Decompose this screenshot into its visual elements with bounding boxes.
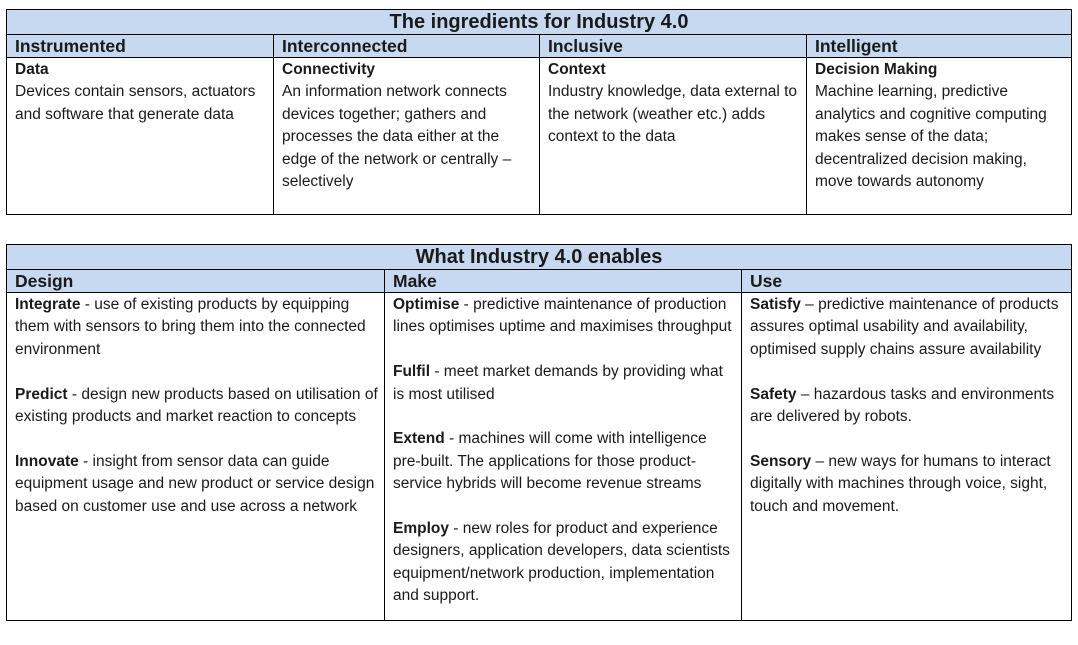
cell-inclusive: Context Industry knowledge, data externa…	[539, 57, 807, 215]
cell-intelligent: Decision Making Machine learning, predic…	[806, 57, 1072, 215]
list-item: Optimise - predictive maintenance of pro…	[393, 294, 735, 339]
desc-extend: - machines will come with intelligence p…	[393, 430, 707, 493]
ingredients-table: The ingredients for Industry 4.0 Instrum…	[6, 9, 1072, 215]
term-safety: Safety	[750, 385, 797, 403]
list-item: Extend - machines will come with intelli…	[393, 428, 735, 495]
term-satisfy: Satisfy	[750, 296, 801, 313]
cell-instrumented: Data Devices contain sensors, actuators …	[6, 57, 274, 215]
term-predict: Predict	[15, 385, 68, 403]
cell-interconnected: Connectivity An information network conn…	[273, 57, 540, 215]
cell-design: Integrate - use of existing products by …	[6, 292, 385, 621]
header-inclusive: Inclusive	[539, 34, 807, 58]
text-data: Devices contain sensors, actuators and s…	[15, 83, 256, 123]
desc-integrate: - use of existing products by equipping …	[15, 296, 366, 358]
desc-predict: - design new products based on utilisati…	[15, 385, 378, 426]
desc-satisfy: – predictive maintenance of products ass…	[750, 296, 1059, 358]
header-instrumented: Instrumented	[6, 34, 274, 58]
text-decision-making: Machine learning, predictive analytics a…	[815, 83, 1047, 191]
subheading-connectivity: Connectivity	[282, 61, 376, 78]
list-item: Sensory – new ways for humans to interac…	[750, 451, 1065, 518]
ingredients-title: The ingredients for Industry 4.0	[6, 9, 1072, 35]
enables-table: What Industry 4.0 enables Design Make Us…	[6, 244, 1072, 621]
header-interconnected: Interconnected	[273, 34, 540, 58]
list-item: Safety – hazardous tasks and environment…	[750, 384, 1065, 429]
desc-fulfil: - meet market demands by providing what …	[393, 363, 723, 403]
desc-sensory: – new ways for humans to interact digita…	[750, 452, 1051, 515]
list-item: Integrate - use of existing products by …	[15, 294, 378, 361]
header-intelligent: Intelligent	[806, 34, 1072, 58]
term-integrate: Integrate	[15, 296, 81, 313]
text-connectivity: An information network connects devices …	[282, 83, 512, 191]
desc-employ: - new roles for product and experience d…	[393, 520, 730, 605]
list-item: Predict - design new products based on u…	[15, 384, 378, 429]
term-optimise: Optimise	[393, 296, 460, 313]
desc-optimise: - predictive maintenance of production l…	[393, 296, 732, 336]
header-make: Make	[384, 269, 742, 293]
subheading-decision-making: Decision Making	[815, 61, 938, 78]
list-item: Innovate - insight from sensor data can …	[15, 451, 378, 518]
subheading-data: Data	[15, 61, 49, 78]
header-use: Use	[741, 269, 1072, 293]
term-extend: Extend	[393, 430, 445, 448]
text-context: Industry knowledge, data external to the…	[548, 83, 798, 146]
cell-make: Optimise - predictive maintenance of pro…	[384, 292, 742, 621]
term-fulfil: Fulfil	[393, 363, 431, 381]
list-item: Satisfy – predictive maintenance of prod…	[750, 294, 1065, 361]
term-employ: Employ	[393, 520, 449, 538]
term-sensory: Sensory	[750, 452, 812, 470]
term-innovate: Innovate	[15, 452, 79, 470]
enables-title: What Industry 4.0 enables	[6, 244, 1072, 270]
cell-use: Satisfy – predictive maintenance of prod…	[741, 292, 1072, 621]
subheading-context: Context	[548, 61, 606, 78]
list-item: Employ - new roles for product and exper…	[393, 518, 735, 608]
header-design: Design	[6, 269, 385, 293]
list-item: Fulfil - meet market demands by providin…	[393, 361, 735, 406]
desc-innovate: - insight from sensor data can guide equ…	[15, 452, 375, 515]
desc-safety: – hazardous tasks and environments are d…	[750, 385, 1055, 426]
